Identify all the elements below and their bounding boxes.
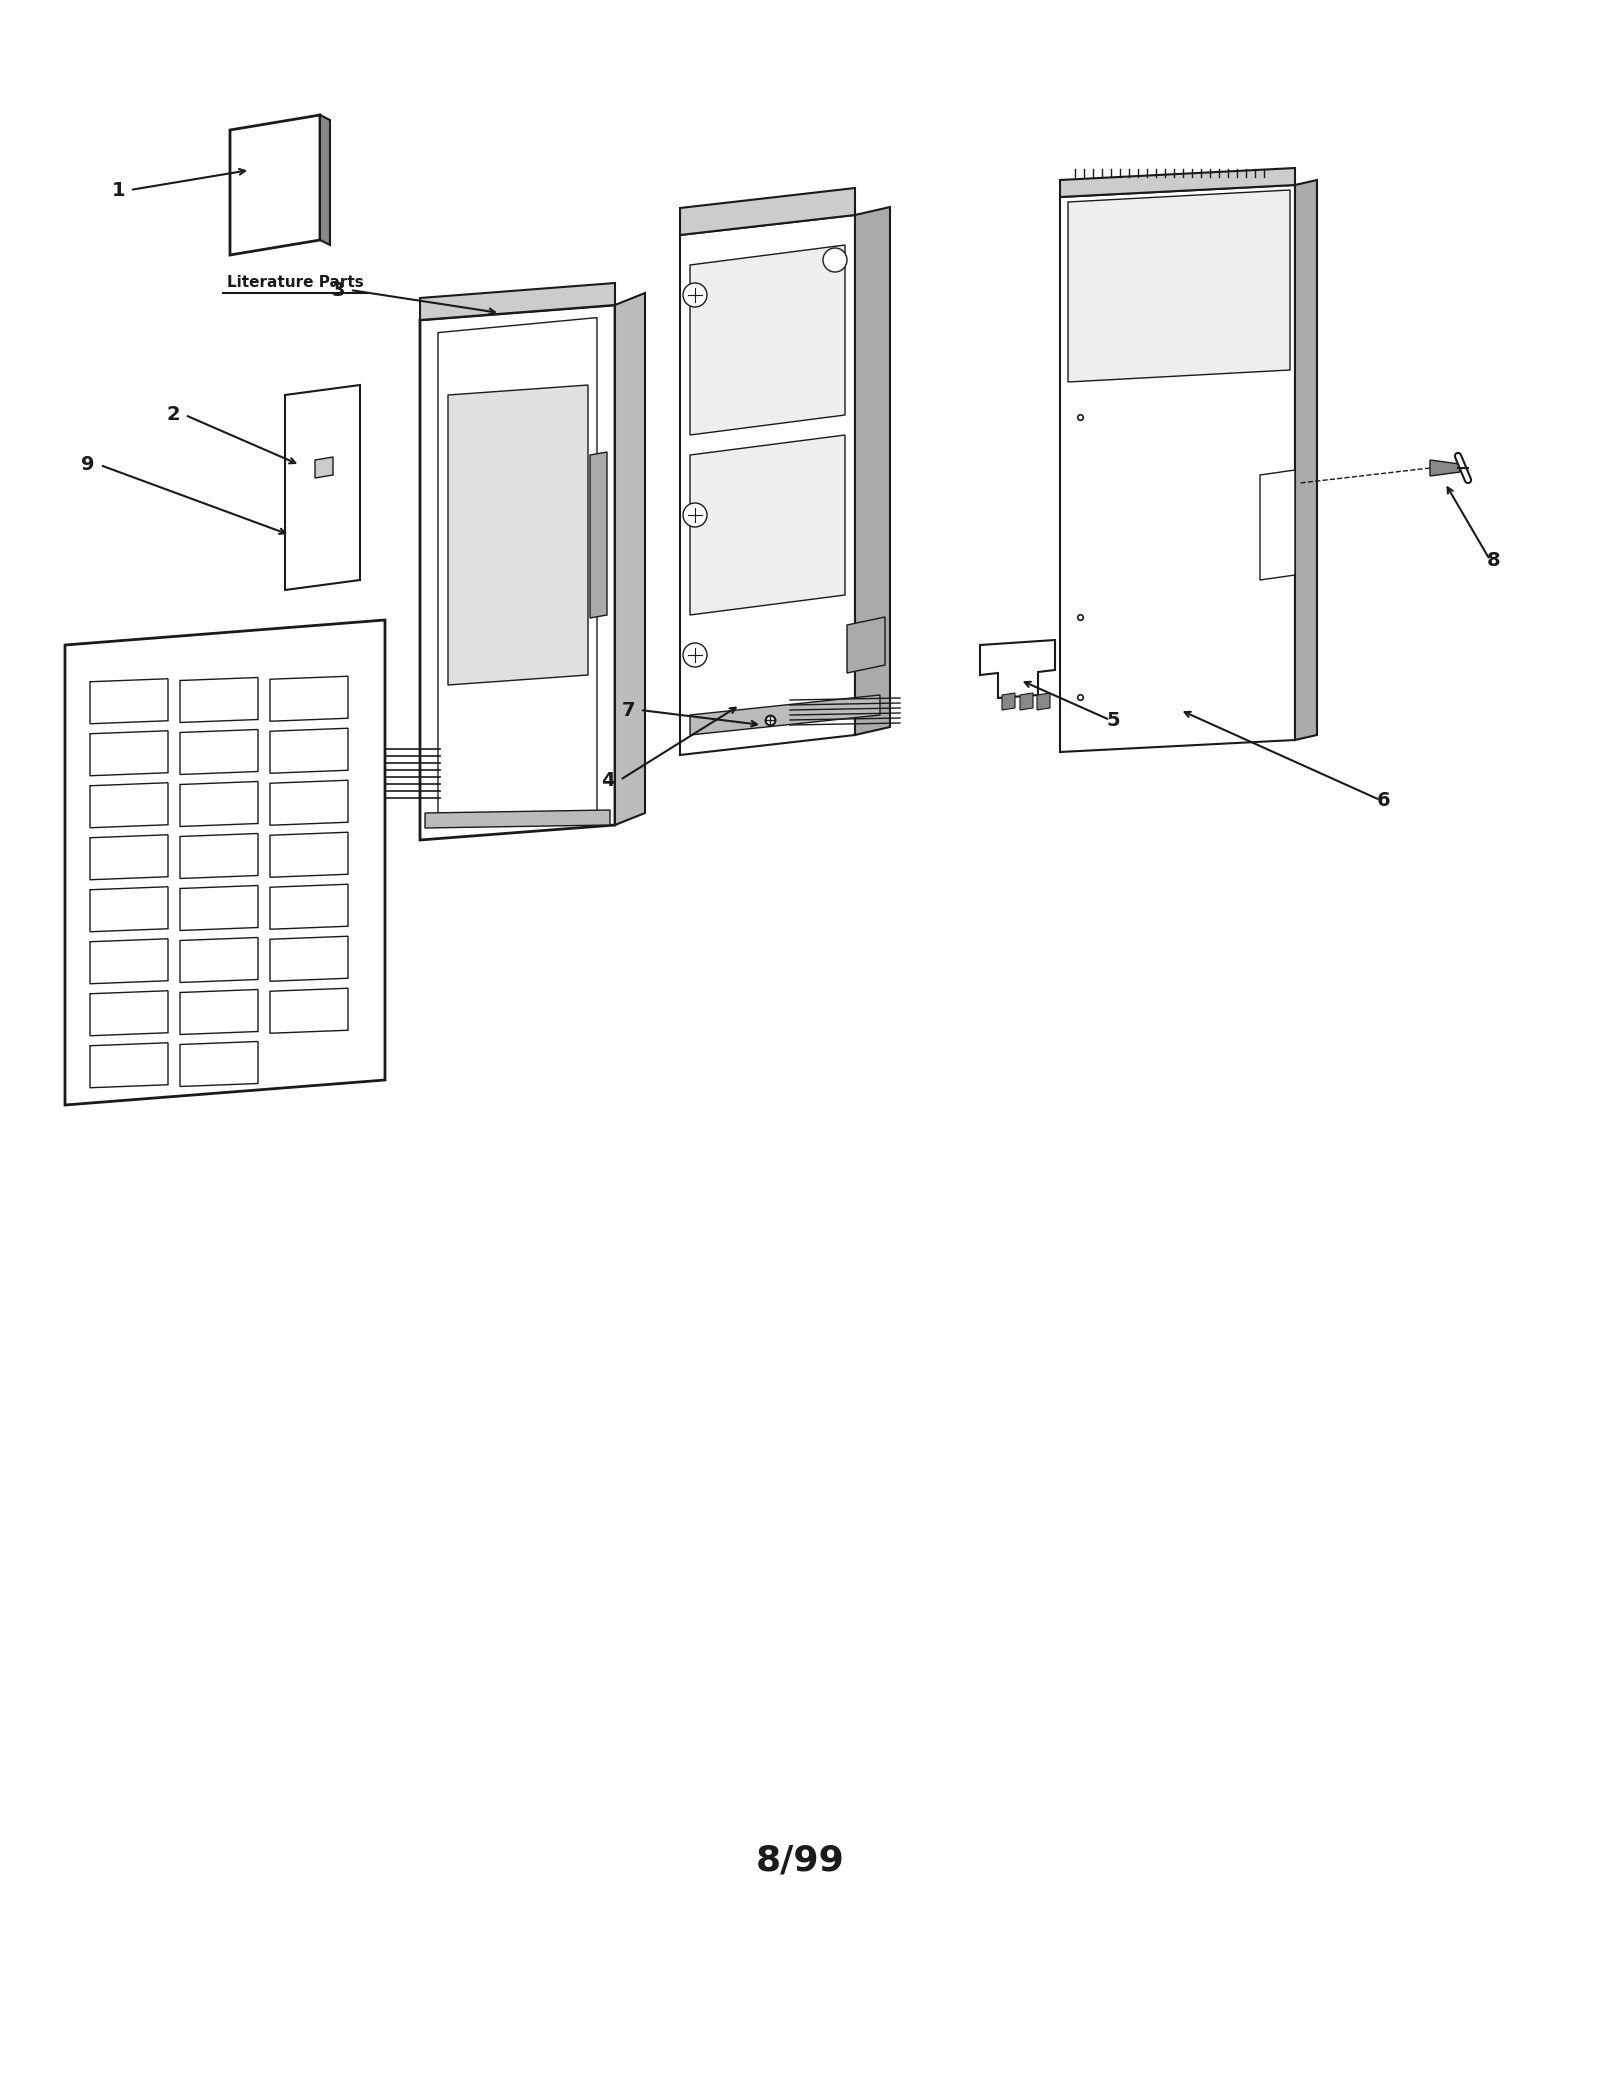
Polygon shape — [90, 886, 168, 932]
Polygon shape — [179, 730, 258, 774]
Polygon shape — [270, 728, 349, 774]
Circle shape — [822, 249, 846, 272]
Polygon shape — [690, 695, 880, 735]
Polygon shape — [1261, 471, 1294, 581]
Polygon shape — [1002, 693, 1014, 710]
Polygon shape — [66, 620, 386, 1106]
Polygon shape — [179, 679, 258, 722]
Polygon shape — [90, 730, 168, 776]
Polygon shape — [270, 780, 349, 826]
Polygon shape — [90, 834, 168, 880]
Text: 5: 5 — [1106, 710, 1120, 730]
Polygon shape — [680, 189, 854, 234]
Polygon shape — [690, 245, 845, 436]
Polygon shape — [320, 114, 330, 245]
Polygon shape — [419, 282, 614, 320]
Polygon shape — [270, 884, 349, 930]
Text: 9: 9 — [82, 456, 94, 475]
Text: 1: 1 — [112, 181, 125, 199]
Polygon shape — [270, 676, 349, 722]
Polygon shape — [90, 990, 168, 1035]
Polygon shape — [1430, 461, 1459, 475]
Text: 7: 7 — [621, 701, 635, 720]
Polygon shape — [90, 782, 168, 828]
Polygon shape — [179, 782, 258, 826]
Polygon shape — [1059, 185, 1294, 751]
Polygon shape — [438, 317, 597, 828]
Polygon shape — [1021, 693, 1034, 710]
Polygon shape — [590, 452, 606, 618]
Polygon shape — [426, 809, 610, 828]
Text: 3: 3 — [331, 280, 346, 299]
Text: 6: 6 — [1376, 791, 1390, 809]
Polygon shape — [1037, 693, 1050, 710]
Circle shape — [683, 282, 707, 307]
Polygon shape — [179, 834, 258, 878]
Polygon shape — [448, 386, 589, 685]
Polygon shape — [614, 293, 645, 826]
Text: 8/99: 8/99 — [755, 1843, 845, 1878]
Polygon shape — [270, 832, 349, 878]
Polygon shape — [179, 990, 258, 1035]
Polygon shape — [419, 305, 614, 840]
Polygon shape — [179, 1042, 258, 1087]
Polygon shape — [179, 886, 258, 930]
Polygon shape — [90, 938, 168, 984]
Polygon shape — [854, 208, 890, 735]
Polygon shape — [285, 386, 360, 589]
Polygon shape — [179, 938, 258, 981]
Polygon shape — [690, 436, 845, 614]
Polygon shape — [90, 679, 168, 724]
Circle shape — [683, 502, 707, 527]
Polygon shape — [1059, 168, 1294, 197]
Polygon shape — [270, 936, 349, 981]
Polygon shape — [979, 639, 1054, 697]
Polygon shape — [230, 114, 320, 255]
Polygon shape — [270, 988, 349, 1033]
Polygon shape — [1069, 191, 1290, 382]
Polygon shape — [90, 1044, 168, 1087]
Circle shape — [683, 643, 707, 666]
Polygon shape — [1294, 181, 1317, 741]
Text: 8: 8 — [1486, 550, 1501, 569]
Polygon shape — [680, 216, 854, 755]
Text: 4: 4 — [602, 770, 614, 789]
Polygon shape — [315, 456, 333, 477]
Text: 2: 2 — [166, 405, 179, 425]
Text: Literature Parts: Literature Parts — [227, 276, 363, 291]
Polygon shape — [846, 616, 885, 672]
